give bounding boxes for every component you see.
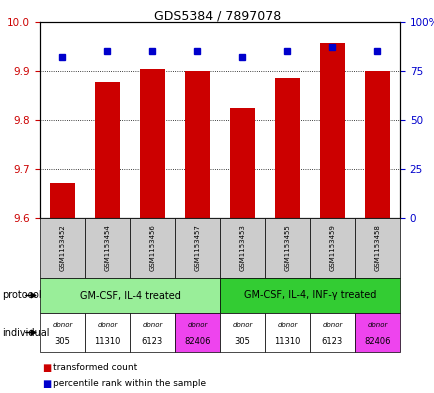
Bar: [140, 68, 164, 218]
Text: 6123: 6123: [321, 336, 342, 345]
Text: ■: ■: [42, 363, 51, 373]
Text: 11310: 11310: [94, 336, 120, 345]
Bar: [364, 71, 389, 218]
Bar: [319, 42, 344, 218]
Text: transformed count: transformed count: [53, 363, 137, 372]
Text: 11310: 11310: [274, 336, 300, 345]
Text: 305: 305: [234, 336, 250, 345]
Text: individual: individual: [2, 327, 49, 338]
Text: GM-CSF, IL-4 treated: GM-CSF, IL-4 treated: [79, 290, 180, 301]
Text: 6123: 6123: [141, 336, 163, 345]
Text: 305: 305: [54, 336, 70, 345]
Text: GM-CSF, IL-4, INF-γ treated: GM-CSF, IL-4, INF-γ treated: [243, 290, 375, 301]
Text: 82406: 82406: [184, 336, 210, 345]
Text: 82406: 82406: [363, 336, 390, 345]
Text: GSM1153455: GSM1153455: [284, 225, 290, 272]
Text: GSM1153454: GSM1153454: [104, 225, 110, 272]
Text: donor: donor: [52, 322, 72, 328]
Text: GDS5384 / 7897078: GDS5384 / 7897078: [154, 10, 280, 23]
Text: GSM1153452: GSM1153452: [59, 225, 66, 272]
Text: donor: donor: [142, 322, 162, 328]
Text: percentile rank within the sample: percentile rank within the sample: [53, 380, 206, 388]
Bar: [95, 82, 120, 218]
Bar: [274, 78, 299, 218]
Bar: [50, 183, 75, 218]
Text: donor: donor: [366, 322, 387, 328]
Bar: [230, 108, 254, 218]
Text: GSM1153453: GSM1153453: [239, 224, 245, 272]
Text: donor: donor: [322, 322, 342, 328]
Text: donor: donor: [232, 322, 252, 328]
Text: GSM1153458: GSM1153458: [374, 224, 380, 272]
Text: GSM1153457: GSM1153457: [194, 224, 200, 272]
Text: donor: donor: [97, 322, 118, 328]
Text: donor: donor: [277, 322, 297, 328]
Text: donor: donor: [187, 322, 207, 328]
Text: protocol: protocol: [2, 290, 42, 301]
Text: ■: ■: [42, 379, 51, 389]
Text: GSM1153459: GSM1153459: [329, 224, 335, 272]
Bar: [185, 71, 209, 218]
Text: GSM1153456: GSM1153456: [149, 224, 155, 272]
